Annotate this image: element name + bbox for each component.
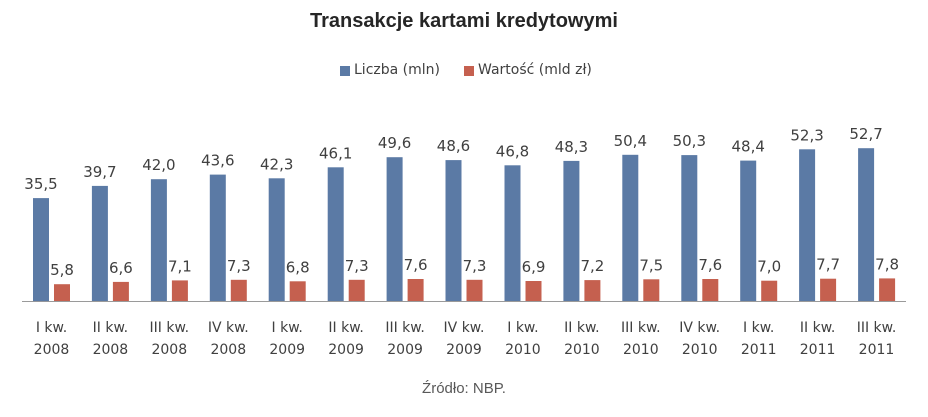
x-tick-label-year-13: 2011 xyxy=(741,342,777,358)
bar-wartosc-9 xyxy=(525,281,542,301)
bar-liczba-4 xyxy=(209,174,226,301)
bar-liczba-2 xyxy=(91,185,108,301)
legend-label-liczba: Liczba (mln) xyxy=(354,62,440,78)
x-tick-label-year-14: 2011 xyxy=(800,342,836,358)
bar-wartosc-3 xyxy=(171,280,188,301)
data-label-wartosc-8: 7,3 xyxy=(463,257,487,275)
x-tick-label-year-1: 2008 xyxy=(34,342,70,358)
bar-wartosc-4 xyxy=(230,279,247,301)
x-tick-label-year-5: 2009 xyxy=(269,342,305,358)
bar-liczba-1 xyxy=(33,198,49,302)
x-tick-label-year-15: 2011 xyxy=(859,342,895,358)
data-label-wartosc-14: 7,7 xyxy=(816,256,840,274)
x-tick-label-quarter-9: I kw. xyxy=(507,320,538,336)
bar-wartosc-12 xyxy=(702,279,719,301)
bar-wartosc-10 xyxy=(584,280,601,301)
bar-liczba-7 xyxy=(386,157,403,301)
data-label-wartosc-13: 7,0 xyxy=(757,258,781,276)
bar-liczba-13 xyxy=(740,160,757,301)
data-label-wartosc-6: 7,3 xyxy=(345,257,369,275)
data-label-liczba-14: 52,3 xyxy=(790,126,823,144)
bar-liczba-9 xyxy=(504,165,521,301)
bar-liczba-6 xyxy=(327,167,344,301)
legend-swatch-liczba xyxy=(340,66,350,76)
x-tick-label-quarter-12: IV kw. xyxy=(679,320,720,336)
data-label-wartosc-5: 6,8 xyxy=(286,258,310,276)
x-tick-label-quarter-6: II kw. xyxy=(328,320,363,336)
data-label-wartosc-4: 7,3 xyxy=(227,257,251,275)
legend-label-wartosc: Wartość (mld zł) xyxy=(478,62,592,78)
data-label-liczba-8: 48,6 xyxy=(437,137,470,155)
bar-liczba-3 xyxy=(150,179,167,301)
x-tick-label-quarter-1: I kw. xyxy=(36,320,67,336)
data-label-liczba-15: 52,7 xyxy=(849,125,882,143)
data-label-wartosc-12: 7,6 xyxy=(698,256,722,274)
bar-wartosc-8 xyxy=(466,279,483,301)
x-tick-label-year-2: 2008 xyxy=(93,342,129,358)
x-tick-label-quarter-3: III kw. xyxy=(150,320,190,336)
x-tick-label-quarter-7: III kw. xyxy=(385,320,425,336)
x-tick-label-year-10: 2010 xyxy=(564,342,600,358)
data-label-liczba-2: 39,7 xyxy=(83,163,116,181)
legend-swatch-wartosc xyxy=(464,66,474,76)
x-tick-label-quarter-10: II kw. xyxy=(564,320,599,336)
bar-wartosc-11 xyxy=(643,279,660,302)
data-label-liczba-10: 48,3 xyxy=(555,138,588,156)
x-tick-label-year-4: 2008 xyxy=(210,342,246,358)
bar-liczba-10 xyxy=(563,160,580,301)
chart-title: Transakcje kartami kredytowymi xyxy=(310,10,618,32)
bar-wartosc-15 xyxy=(879,278,896,301)
data-label-wartosc-2: 6,6 xyxy=(109,259,133,277)
data-label-wartosc-9: 6,9 xyxy=(522,258,546,276)
data-label-liczba-12: 50,3 xyxy=(673,132,706,150)
x-tick-label-quarter-11: III kw. xyxy=(621,320,661,336)
x-tick-label-quarter-4: IV kw. xyxy=(208,320,249,336)
bar-wartosc-7 xyxy=(407,279,424,301)
data-label-liczba-11: 50,4 xyxy=(614,132,647,150)
bar-wartosc-2 xyxy=(112,281,129,301)
data-label-liczba-7: 49,6 xyxy=(378,134,411,152)
data-label-liczba-3: 42,0 xyxy=(142,156,175,174)
x-tick-label-quarter-15: III kw. xyxy=(857,320,897,336)
bar-liczba-15 xyxy=(858,148,875,301)
bar-liczba-5 xyxy=(268,178,285,301)
bar-liczba-11 xyxy=(622,154,639,301)
data-label-wartosc-1: 5,8 xyxy=(50,261,74,279)
x-tick-label-year-6: 2009 xyxy=(328,342,364,358)
data-label-wartosc-10: 7,2 xyxy=(580,257,604,275)
x-tick-label-quarter-5: I kw. xyxy=(272,320,303,336)
bar-liczba-12 xyxy=(681,155,698,301)
x-tick-label-year-3: 2008 xyxy=(151,342,187,358)
bar-wartosc-1 xyxy=(54,284,70,301)
source-note: Źródło: NBP. xyxy=(422,380,506,397)
bar-wartosc-13 xyxy=(761,280,778,301)
legend: Liczba (mln) Wartość (mld zł) xyxy=(0,62,928,82)
x-tick-label-quarter-13: I kw. xyxy=(743,320,774,336)
bar-wartosc-6 xyxy=(348,279,365,301)
x-tick-label-year-7: 2009 xyxy=(387,342,423,358)
x-tick-label-year-9: 2010 xyxy=(505,342,541,358)
data-label-wartosc-11: 7,5 xyxy=(639,256,663,274)
data-label-liczba-6: 46,1 xyxy=(319,144,352,162)
data-label-liczba-4: 43,6 xyxy=(201,152,234,170)
data-label-wartosc-7: 7,6 xyxy=(404,256,428,274)
bar-liczba-8 xyxy=(445,160,462,301)
x-tick-label-year-11: 2010 xyxy=(623,342,659,358)
bar-liczba-14 xyxy=(799,149,816,301)
data-label-liczba-9: 46,8 xyxy=(496,142,529,160)
bar-wartosc-5 xyxy=(289,281,306,301)
data-label-liczba-13: 48,4 xyxy=(731,138,764,156)
data-label-wartosc-3: 7,1 xyxy=(168,257,192,275)
x-tick-label-year-12: 2010 xyxy=(682,342,718,358)
x-tick-label-quarter-14: II kw. xyxy=(800,320,835,336)
data-label-liczba-1: 35,5 xyxy=(24,175,57,193)
x-tick-label-quarter-8: IV kw. xyxy=(444,320,485,336)
data-label-wartosc-15: 7,8 xyxy=(875,255,899,273)
data-label-liczba-5: 42,3 xyxy=(260,155,293,173)
x-tick-label-year-8: 2009 xyxy=(446,342,482,358)
x-tick-label-quarter-2: II kw. xyxy=(93,320,128,336)
bar-wartosc-14 xyxy=(820,278,837,301)
